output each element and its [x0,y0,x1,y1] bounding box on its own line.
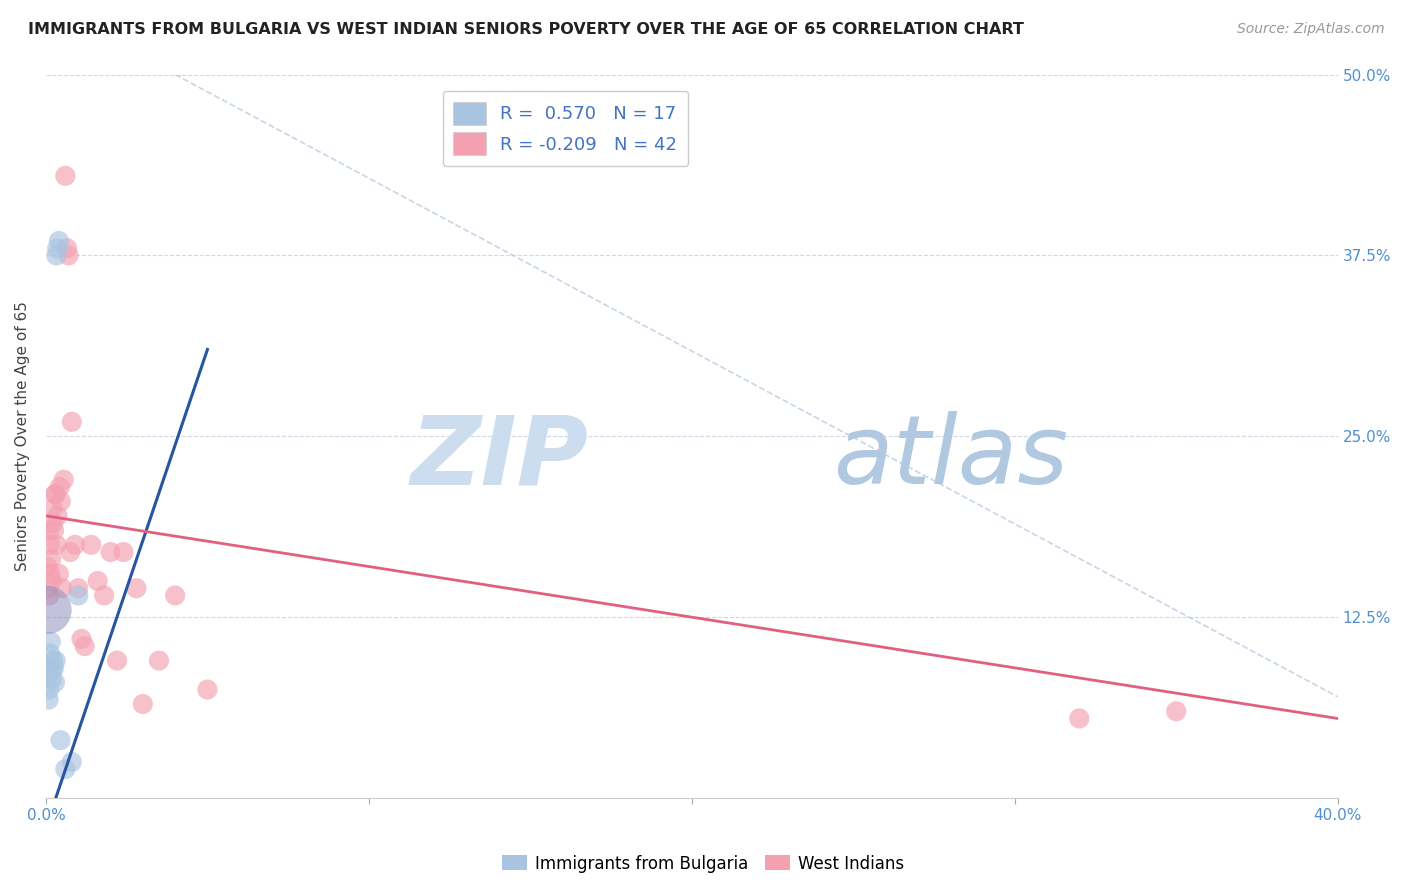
Point [39,634,62,648]
Point [37,581,59,595]
Point [53,762,76,776]
Text: atlas: atlas [832,411,1067,505]
Point [37,603,59,617]
Point [56,241,79,255]
Point [45,487,67,501]
Point [38,538,60,552]
Point [45,248,67,262]
Point [60,415,83,429]
Point [100,545,122,559]
Point [39,566,62,581]
Point [58,248,80,262]
Point [44,675,66,690]
Point [73,639,96,653]
Point [148,654,170,668]
Point [39,552,62,566]
Point [46,241,69,255]
Y-axis label: Seniors Poverty Over the Age of 65: Seniors Poverty Over the Age of 65 [15,301,30,571]
Point [51,581,73,595]
Point [53,169,76,183]
Point [45,538,67,552]
Text: ZIP: ZIP [411,411,589,505]
Legend: R =  0.570   N = 17, R = -0.209   N = 42: R = 0.570 N = 17, R = -0.209 N = 42 [443,91,688,166]
Point [67,589,90,603]
Point [112,545,135,559]
Point [42,516,65,530]
Point [59,545,82,559]
Point [49,480,72,494]
Point [38,646,60,660]
Point [125,581,148,595]
Point [46,508,69,523]
Point [42,661,65,675]
Point [38,589,60,603]
Point [1166,704,1188,718]
Text: IMMIGRANTS FROM BULGARIA VS WEST INDIAN SENIORS POVERTY OVER THE AGE OF 65 CORRE: IMMIGRANTS FROM BULGARIA VS WEST INDIAN … [28,22,1024,37]
Text: Source: ZipAtlas.com: Source: ZipAtlas.com [1237,22,1385,37]
Point [38,524,60,538]
Point [37,559,59,574]
Point [197,682,219,697]
Point [70,632,93,646]
Point [52,473,75,487]
Point [60,755,83,769]
Point [63,538,86,552]
Point [38,692,60,706]
Point [48,234,70,248]
Point [38,682,60,697]
Point [41,574,63,588]
Point [49,733,72,747]
Point [86,574,108,588]
Legend: Immigrants from Bulgaria, West Indians: Immigrants from Bulgaria, West Indians [495,848,911,880]
Point [42,524,65,538]
Point [42,654,65,668]
Point [93,589,115,603]
Point [41,673,63,687]
Point [49,494,72,508]
Point [41,664,63,678]
Point [67,581,90,595]
Point [132,697,155,711]
Point [1069,711,1091,725]
Point [41,501,63,516]
Point [48,566,70,581]
Point [44,487,66,501]
Point [165,589,187,603]
Point [45,654,67,668]
Point [80,538,103,552]
Point [105,654,128,668]
